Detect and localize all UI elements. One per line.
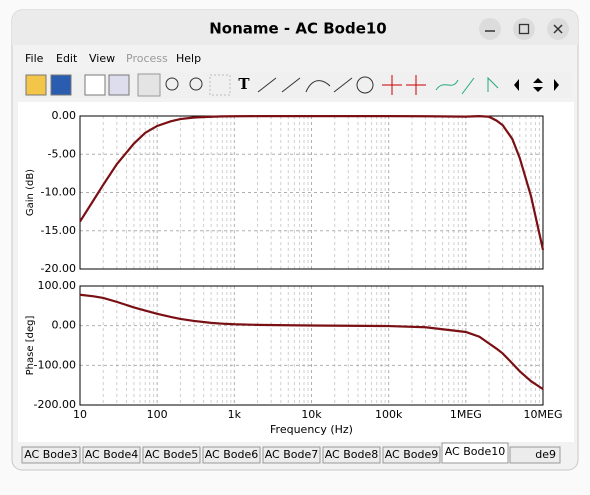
y-tick-label: -10.00: [41, 186, 76, 199]
window-controls: [479, 18, 569, 40]
tab-label: AC Bode7: [265, 448, 319, 461]
tab[interactable]: [21, 446, 81, 464]
menu-item[interactable]: Process: [126, 52, 168, 65]
plot-area: [79, 285, 544, 406]
minimize-button[interactable]: [479, 18, 501, 40]
x-tick-label: 1MEG: [450, 408, 482, 421]
menu-item[interactable]: Edit: [56, 52, 78, 65]
circle-button[interactable]: [356, 76, 374, 94]
tab[interactable]: [262, 446, 321, 464]
tab-label: AC Bode8: [325, 448, 379, 461]
y-axis-label: Gain (dB): [25, 169, 36, 216]
draw-tools[interactable]: [257, 77, 331, 93]
x-axis-label: Frequency (Hz): [270, 423, 353, 436]
active-tab[interactable]: [441, 442, 509, 464]
close-icon: [553, 24, 563, 34]
cursor-buttons[interactable]: [382, 75, 426, 95]
toolbar-scroll[interactable]: [514, 78, 559, 92]
tab-label: AC Bode3: [24, 448, 78, 461]
tab-label: AC Bode9: [385, 448, 439, 461]
paste-button[interactable]: [108, 74, 130, 96]
copy-button[interactable]: [84, 74, 106, 96]
chart: -20.00 -15.00 -10.00 -5.00 0.00 Gain (dB) -200…: [25, 109, 562, 436]
select-button[interactable]: [137, 73, 161, 97]
maximize-icon: [518, 23, 530, 35]
x-tick-label: 100: [147, 408, 168, 421]
tab[interactable]: [509, 446, 561, 464]
tab-label: AC Bode5: [145, 448, 199, 461]
tab[interactable]: [202, 446, 261, 464]
tab-label: AC Bode4: [85, 448, 139, 461]
text-tool-icon[interactable]: T: [238, 75, 250, 93]
y-tick-label: 0.00: [52, 319, 77, 332]
window-title: Noname - AC Bode10: [209, 20, 387, 38]
tab-bar: AC Bode3 AC Bode4 AC Bode5 AC Bode6 AC Bode7…: [21, 442, 561, 464]
more-tools[interactable]: [435, 76, 499, 95]
save-button[interactable]: [50, 74, 72, 96]
title-bar: [12, 10, 578, 45]
plot-border: [79, 285, 544, 406]
y-tick-label: -5.00: [48, 147, 76, 160]
tab-label: de9: [535, 448, 556, 461]
x-tick-label: 1k: [228, 408, 242, 421]
zoom-in-button[interactable]: [165, 77, 179, 91]
tab[interactable]: [142, 446, 201, 464]
tab[interactable]: [322, 446, 381, 464]
y-axis-label: Phase [deg]: [25, 316, 36, 376]
y-tick-label: -20.00: [41, 262, 76, 275]
y-tick-label: 0.00: [52, 109, 77, 122]
y-tick-label: -100.00: [34, 358, 76, 371]
series-line: [79, 115, 545, 251]
x-tick-label: 10MEG: [524, 408, 563, 421]
tab-label: AC Bode10: [445, 445, 506, 458]
x-tick-label: 10k: [301, 408, 322, 421]
y-tick-label: -200.00: [34, 398, 76, 411]
menu-item[interactable]: Help: [176, 52, 201, 65]
menu-item[interactable]: View: [89, 52, 115, 65]
open-button[interactable]: [25, 74, 47, 96]
menu-item[interactable]: File: [25, 52, 44, 65]
y-tick-label: 100.00: [38, 279, 77, 292]
toolbar: T: [22, 72, 572, 98]
zoom-out-button[interactable]: [189, 77, 203, 91]
line-button[interactable]: [333, 77, 353, 93]
x-tick-label: 100k: [375, 408, 403, 421]
tab[interactable]: [82, 446, 141, 464]
series-line: [79, 293, 544, 391]
y-tick-label: -15.00: [41, 224, 76, 237]
grid-button[interactable]: [209, 74, 231, 96]
maximize-button[interactable]: [513, 18, 535, 40]
menu-bar: File Edit View Process Help: [25, 52, 201, 65]
plot-area: [79, 115, 544, 270]
x-tick-label: 10: [73, 408, 87, 421]
tab[interactable]: [382, 446, 441, 464]
tab-label: AC Bode6: [205, 448, 259, 461]
